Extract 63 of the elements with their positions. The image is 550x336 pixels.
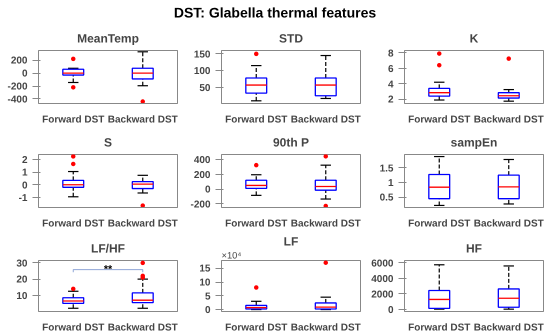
y-tick-label: 150 xyxy=(194,49,211,60)
y-tick-label: 10 xyxy=(16,290,28,302)
x-tick-label: Backward DST xyxy=(474,114,544,126)
chart-title: LF xyxy=(284,234,298,248)
x-tick-label: Backward DST xyxy=(108,322,178,334)
y-tick-label: 0 xyxy=(388,305,394,316)
text: ×10⁴ xyxy=(222,250,242,260)
x-tick-label: Forward DST xyxy=(42,218,104,230)
y-tick-label: 6 xyxy=(388,64,394,75)
y-tick-label: 8 xyxy=(388,48,394,60)
y-tick-label: 200 xyxy=(194,170,211,181)
y-tick-label: 1.5 xyxy=(380,163,394,174)
y-tick-label: 0 xyxy=(204,184,211,196)
chart-title: STD xyxy=(279,32,304,46)
y-tick-label: 2 xyxy=(388,94,394,106)
chart-title: S xyxy=(104,136,112,150)
chart-title: 90th P xyxy=(272,136,310,150)
chart-title: K xyxy=(470,32,479,46)
y-tick-label: 0 xyxy=(22,68,28,80)
y-tick-label: 50 xyxy=(199,82,211,94)
y-tick-label: 1 xyxy=(22,168,28,179)
y-tick-label: 2000 xyxy=(371,289,394,300)
x-tick-label: Forward DST xyxy=(42,114,104,126)
x-tick-label: Backward DST xyxy=(474,218,544,230)
y-tick-label: 5 xyxy=(204,291,211,302)
y-tick-label: 200 xyxy=(10,56,28,67)
text: DST: Glabella thermal features xyxy=(174,4,376,20)
y-tick-label: 10 xyxy=(199,278,211,289)
y-tick-label: 0 xyxy=(22,180,28,192)
y-tick-label: -1 xyxy=(18,192,28,204)
x-tick-label: Backward DST xyxy=(108,218,178,230)
y-tick-label: 4000 xyxy=(371,274,394,285)
y-tick-label: 400 xyxy=(194,155,211,166)
y-tick-label: 0 xyxy=(204,305,211,316)
x-tick-label: Backward DST xyxy=(290,114,361,126)
x-tick-label: Forward DST xyxy=(225,322,288,334)
x-tick-label: Forward DST xyxy=(225,114,288,126)
y-tick-label: 30 xyxy=(16,258,28,270)
y-tick-label: 20 xyxy=(16,274,28,286)
chart-title: HF xyxy=(466,242,482,256)
x-tick-label: Forward DST xyxy=(42,322,104,334)
x-tick-label: Backward DST xyxy=(108,114,178,126)
x-tick-label: Forward DST xyxy=(225,218,288,230)
chart-title: sampEn xyxy=(450,136,498,150)
annotation: ** xyxy=(104,264,113,276)
x-tick-label: Backward DST xyxy=(290,218,361,230)
y-tick-label: 6000 xyxy=(371,258,394,270)
x-tick-label: Forward DST xyxy=(408,114,470,126)
chart-title: MeanTemp xyxy=(77,32,139,46)
y-tick-label: 2 xyxy=(22,155,28,166)
x-tick-label: Forward DST xyxy=(408,322,470,334)
y-tick-label: -200 xyxy=(190,199,211,210)
y-tick-label: -200 xyxy=(7,82,28,93)
y-tick-label: 100 xyxy=(194,66,211,78)
x-tick-label: Backward DST xyxy=(290,322,361,334)
y-tick-label: 0.5 xyxy=(380,192,394,204)
y-tick-label: 4 xyxy=(388,79,394,90)
chart-title: LF/HF xyxy=(91,242,126,256)
y-tick-label: 1 xyxy=(388,178,394,189)
x-tick-label: Backward DST xyxy=(474,322,544,334)
y-tick-label: -400 xyxy=(7,94,28,106)
x-tick-label: Forward DST xyxy=(408,218,470,230)
y-tick-label: 15 xyxy=(199,264,211,275)
